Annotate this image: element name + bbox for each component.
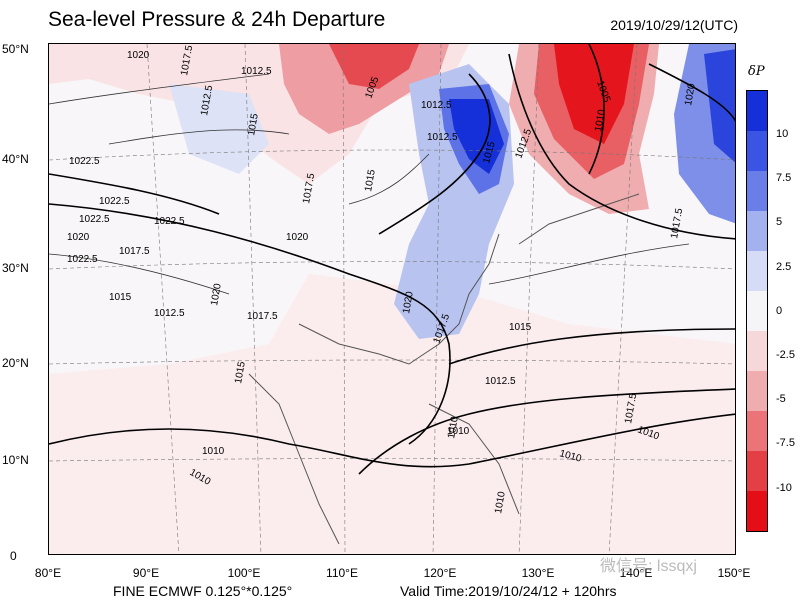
isobar-label: 1020 (127, 50, 150, 61)
lon-label-150e: 150°E (717, 566, 751, 580)
isobar-label: 1015 (509, 322, 532, 333)
isobar-label: 1015 (233, 360, 248, 384)
isobar-label: 1012.5 (199, 84, 215, 116)
isobar-label: 1017.5 (669, 207, 685, 239)
isobars (49, 44, 735, 475)
legend-color-box (747, 451, 767, 491)
valid-date: 2019/10/29/12(UTC) (610, 17, 738, 33)
coastlines (248, 193, 640, 545)
legend-tick-5: 5 (776, 216, 783, 228)
lat-label-30n: 30°N (2, 261, 29, 275)
isobar-label: 1010 (202, 446, 225, 457)
legend-color-box (747, 411, 767, 451)
legend-tick-10: 10 (776, 128, 789, 140)
lat-label-10n: 10°N (2, 453, 29, 467)
shade-pink-south (49, 274, 735, 554)
isobar-label: 1017.5 (623, 392, 639, 424)
lon-label-120e: 120°E (423, 566, 457, 580)
isobar-label: 1010 (447, 426, 470, 437)
isobar-label: 1012.5 (154, 308, 185, 319)
isobar-label: 1022.5 (154, 216, 185, 227)
legend-tick-0: 0 (776, 305, 783, 317)
isobar-label: 1012.5 (241, 66, 272, 77)
legend-tick-2-5: 2.5 (776, 261, 792, 273)
lon-label-110e: 110°E (326, 566, 358, 580)
isobar-label: 1017.5 (247, 311, 278, 322)
isobar-label: 1010 (593, 108, 608, 132)
color-legend (746, 90, 768, 532)
isobar-labels: 1020 1017.5 1012.5 1005 1012.5 1015 1022… (67, 44, 698, 514)
legend-tick-m7-5: -7.5 (776, 437, 795, 449)
isobar-label: 1017.5 (119, 246, 150, 257)
lat-label-50n: 50°N (2, 42, 29, 56)
isobar-label: 1020 (683, 82, 698, 106)
legend-color-box (747, 491, 767, 531)
graticule (49, 44, 735, 554)
legend-symbol: δP (748, 64, 765, 79)
model-label: FINE ECMWF 0.125°*0.125° (113, 583, 293, 599)
isobar-label: 1020 (401, 290, 416, 314)
legend-color-box (747, 331, 767, 371)
lon-label-90e: 90°E (132, 566, 160, 580)
shade-red-ne-core (554, 44, 634, 144)
valid-time: Valid Time:2019/10/24/12 + 120hrs (400, 583, 617, 599)
legend-color-box (747, 171, 767, 211)
isobar-label: 1012.5 (485, 376, 516, 387)
isobar-label: 1012.5 (421, 100, 452, 111)
legend-color-box (747, 291, 767, 331)
isobar-label: 1022.5 (69, 156, 100, 167)
shade-lightblue-west (169, 84, 269, 174)
lon-label-100e: 100°E (227, 566, 261, 580)
isobar-label: 1012.5 (427, 132, 458, 143)
shade-blue-far-ne-core (704, 49, 735, 163)
isobar-label: 1020 (209, 282, 224, 306)
pressure-map: 1020 1017.5 1012.5 1005 1012.5 1015 1022… (48, 43, 736, 555)
lon-label-130e: 130°E (521, 566, 555, 580)
legend-tick-7-5: 7.5 (776, 172, 792, 184)
map-svg: 1020 1017.5 1012.5 1005 1012.5 1015 1022… (49, 44, 735, 554)
lon-label-80e: 80°E (34, 566, 62, 580)
isobar-label: 1015 (109, 292, 132, 303)
legend-color-box (747, 251, 767, 291)
legend-color-box (747, 91, 767, 131)
lat-label-20n: 20°N (2, 356, 29, 370)
isobar-label: 1022.5 (99, 196, 130, 207)
isobar-label: 1010 (446, 415, 461, 439)
isobar-label: 1022.5 (67, 254, 98, 265)
isobar-label: 1020 (67, 232, 90, 243)
departure-shading (49, 44, 735, 554)
lon-label-140e: 140°E (619, 566, 653, 580)
lat-label-40n: 40°N (2, 152, 29, 166)
isobar-label: 1015 (363, 168, 378, 192)
legend-color-box (747, 131, 767, 171)
lat-label-0: 0 (10, 549, 17, 563)
legend-tick-m10: -10 (776, 482, 792, 494)
legend-tick-m5: -5 (776, 393, 786, 405)
watermark: 微信号: lssqxj (600, 558, 697, 575)
shade-red-mongolia-core (329, 44, 419, 89)
isobar-label: 1020 (286, 232, 309, 243)
map-title: Sea-level Pressure & 24h Departure (48, 8, 386, 31)
isobar-label: 1010 (493, 490, 508, 514)
legend-color-box (747, 211, 767, 251)
isobar-label: 1022.5 (79, 214, 110, 225)
legend-tick-m2-5: -2.5 (776, 349, 795, 361)
thin-contours (49, 73, 690, 295)
legend-color-box (747, 371, 767, 411)
isobar-label: 1015 (246, 112, 261, 136)
isobar-label: 1017.5 (179, 44, 195, 76)
isobar-label: 1017.5 (301, 172, 317, 204)
